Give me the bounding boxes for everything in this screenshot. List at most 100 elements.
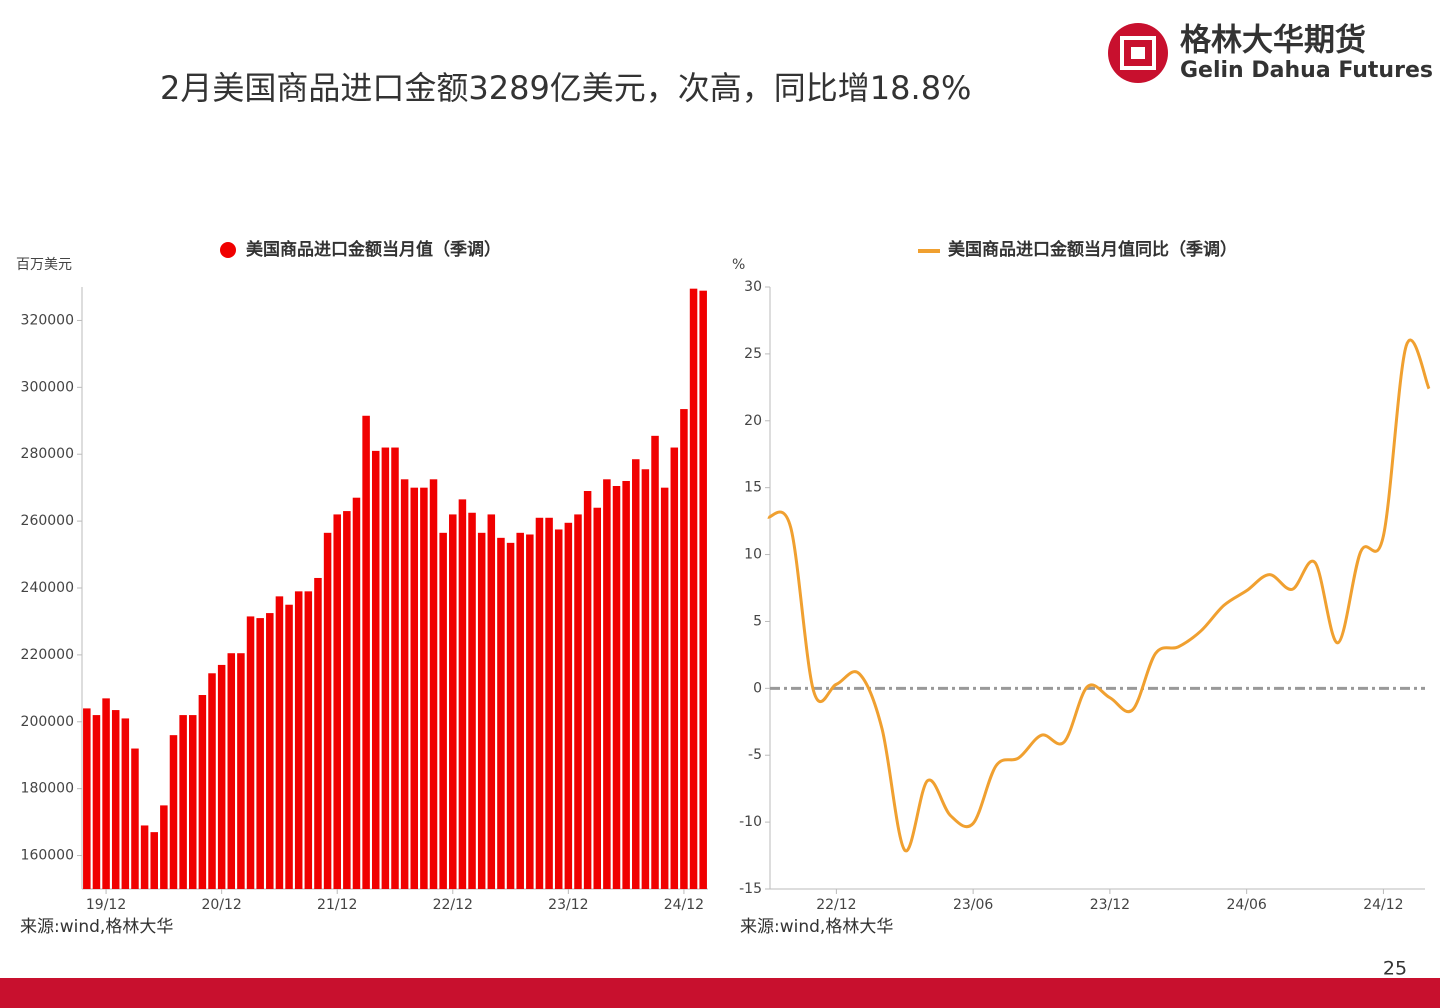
bar — [227, 653, 236, 889]
bar — [603, 479, 611, 889]
y-tick-label: 5 — [753, 613, 762, 629]
bar — [323, 532, 332, 889]
line-series — [767, 338, 1431, 853]
y-tick-label: -5 — [748, 747, 762, 763]
y-tick-label: 25 — [744, 346, 762, 362]
logo-name-en: Gelin Dahua Futures — [1180, 58, 1433, 83]
y-tick-label: 10 — [744, 547, 762, 563]
x-tick-label: 23/12 — [1090, 897, 1130, 913]
bar — [83, 708, 91, 889]
bar — [545, 517, 553, 889]
bar — [188, 715, 197, 889]
x-tick-label: 23/12 — [548, 897, 588, 913]
page-number: 25 — [1383, 958, 1407, 980]
bar — [352, 497, 361, 889]
x-tick-label: 23/06 — [953, 897, 993, 913]
bar — [564, 522, 573, 889]
bar — [285, 604, 293, 889]
bar — [304, 591, 313, 889]
x-tick-label: 24/06 — [1226, 897, 1266, 913]
bar — [160, 805, 168, 889]
bar — [554, 529, 563, 889]
bar — [169, 735, 178, 889]
source-note: 来源:wind,格林大华 — [740, 917, 893, 937]
y-axis-unit: 百万美元 — [16, 257, 72, 273]
bar — [314, 577, 322, 889]
y-tick-label: -10 — [739, 814, 762, 830]
bar — [699, 290, 707, 889]
bar — [680, 409, 688, 889]
y-tick-label: 0 — [753, 680, 762, 696]
logo-icon-inner — [1120, 36, 1156, 70]
y-tick-label: 30 — [744, 279, 762, 295]
bar — [294, 591, 303, 889]
y-axis-unit: % — [732, 257, 745, 273]
y-tick-label: -15 — [739, 881, 762, 897]
bar — [121, 718, 130, 889]
x-tick-label: 21/12 — [317, 897, 357, 913]
bar — [535, 517, 544, 889]
bar — [641, 469, 650, 889]
y-tick-label: 320000 — [21, 312, 74, 328]
y-tick-label: 260000 — [21, 513, 74, 529]
y-tick-label: 20 — [744, 413, 762, 429]
bar — [217, 664, 226, 889]
bar — [275, 596, 284, 889]
bar — [333, 514, 341, 889]
bar — [362, 415, 370, 889]
bar — [150, 832, 158, 889]
bar — [371, 450, 380, 889]
bar — [622, 480, 630, 889]
legend-swatch — [220, 242, 236, 258]
bar — [410, 487, 419, 889]
bar — [92, 715, 101, 889]
y-tick-label: 280000 — [21, 446, 74, 462]
bar — [497, 537, 505, 889]
bar — [381, 447, 390, 889]
bar — [111, 710, 120, 889]
bar — [343, 511, 351, 889]
bar — [420, 487, 428, 889]
bar — [487, 514, 496, 889]
y-tick-label: 180000 — [21, 781, 74, 797]
bar — [651, 435, 659, 889]
bar — [574, 514, 582, 889]
x-tick-label: 24/12 — [1363, 897, 1403, 913]
bar — [449, 514, 457, 889]
y-tick-label: 200000 — [21, 714, 74, 730]
bar — [102, 698, 110, 889]
bar — [632, 459, 640, 889]
bar — [237, 653, 245, 889]
bar — [198, 695, 207, 889]
source-note: 来源:wind,格林大华 — [20, 917, 173, 937]
bar — [583, 491, 592, 889]
x-tick-label: 24/12 — [664, 897, 704, 913]
bar — [593, 507, 602, 889]
logo-name-cn: 格林大华期货 — [1180, 23, 1366, 59]
y-tick-label: 160000 — [21, 848, 74, 864]
bar — [526, 534, 534, 889]
bar — [506, 542, 515, 889]
bar — [670, 447, 679, 889]
bar — [131, 748, 139, 889]
y-tick-label: 220000 — [21, 647, 74, 663]
y-tick-label: 240000 — [21, 580, 74, 596]
bar — [256, 618, 264, 889]
bar — [140, 825, 149, 889]
bar — [400, 479, 409, 889]
x-tick-label: 22/12 — [816, 897, 856, 913]
legend-label: 美国商品进口金额当月值同比（季调） — [948, 239, 1237, 260]
bar — [208, 673, 216, 889]
bar — [429, 479, 438, 889]
y-tick-label: 15 — [744, 480, 762, 496]
x-tick-label: 19/12 — [86, 897, 126, 913]
slide-title: 2月美国商品进口金额3289亿美元，次高，同比增18.8% — [160, 69, 971, 107]
bar — [612, 485, 621, 889]
bar — [439, 532, 447, 889]
bar — [246, 616, 255, 889]
x-tick-label: 22/12 — [433, 897, 473, 913]
y-tick-label: 300000 — [21, 379, 74, 395]
x-tick-label: 20/12 — [201, 897, 241, 913]
bar — [477, 532, 486, 889]
